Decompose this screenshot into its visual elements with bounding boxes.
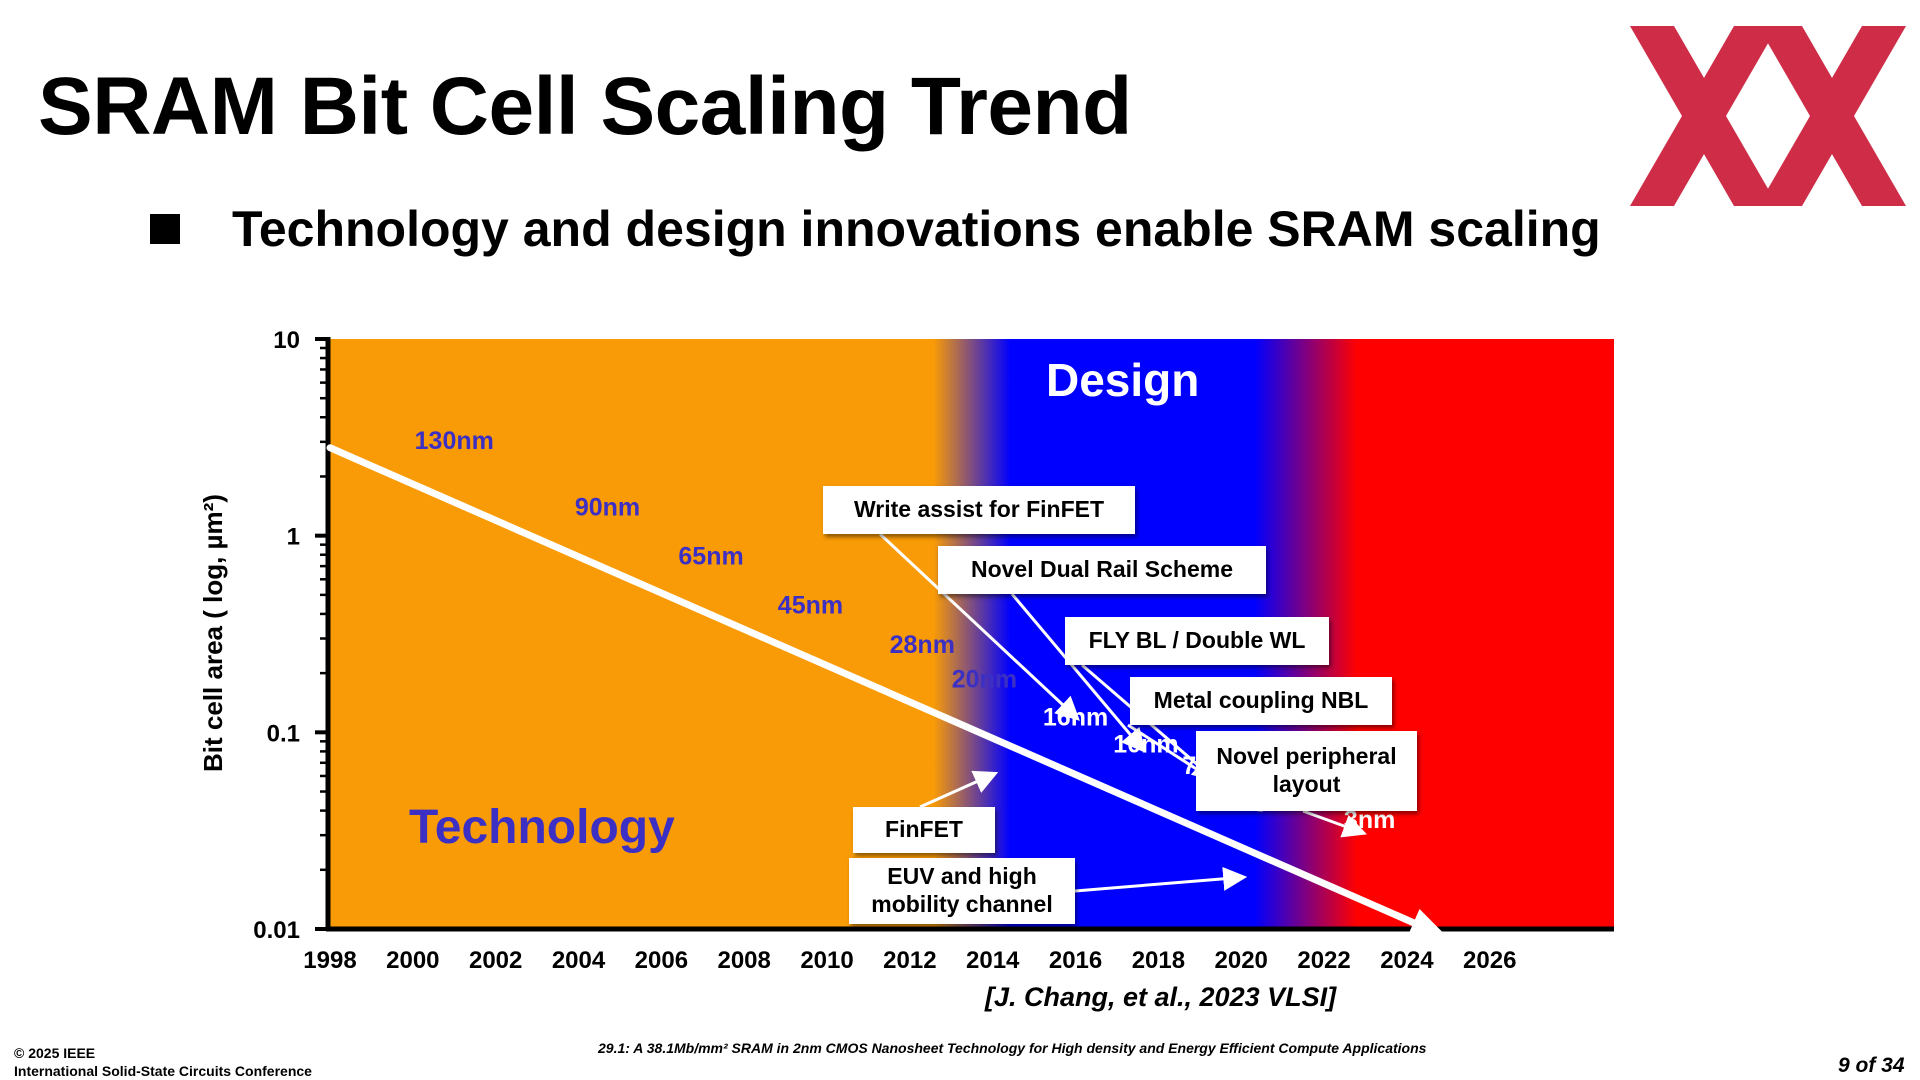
x-tick-label: 2016 (1049, 947, 1102, 974)
x-tick-label: 2026 (1463, 947, 1516, 974)
callout-text: FinFET (885, 816, 963, 842)
y-tick-label: 0.1 (267, 720, 300, 747)
node-label: 20nm (952, 665, 1017, 693)
callout-text: mobility channel (871, 891, 1052, 917)
callout-box (938, 546, 1266, 594)
x-tick-label: 2012 (883, 947, 936, 974)
bullet-square-icon (150, 214, 180, 244)
callout-text: Novel peripheral (1216, 743, 1396, 769)
callout-text: layout (1273, 771, 1341, 797)
x-tick-label: 1998 (303, 947, 356, 974)
callout-text: Write assist for FinFET (854, 496, 1104, 522)
footer-copyright: © 2025 IEEE (14, 1045, 96, 1061)
callout: FinFET (853, 770, 999, 853)
node-label: 16nm (1043, 703, 1108, 731)
slide-title: SRAM Bit Cell Scaling Trend (38, 61, 1132, 152)
callout-box (853, 807, 995, 853)
node-label: 130nm (415, 427, 494, 455)
conference-logo-icon (1630, 26, 1906, 206)
callout-box (1130, 677, 1392, 725)
x-tick-label: 2004 (552, 947, 606, 974)
callout-box (1065, 617, 1329, 665)
callout-arrow (1074, 866, 1248, 893)
callout-arrow (1302, 809, 1367, 838)
x-axis-ticks: 1998 2000 2002 2004 2006 2008 2010 2012 2014 2016… (303, 947, 1516, 974)
x-tick-label: 2008 (717, 947, 770, 974)
callout: Novel Dual Rail Scheme (938, 546, 1266, 753)
x-tick-label: 2010 (800, 947, 853, 974)
callout-arrow (878, 532, 1080, 721)
x-tick-label: 2024 (1380, 947, 1434, 974)
x-tick-label: 2014 (966, 947, 1020, 974)
y-tick-label: 10 (273, 327, 300, 354)
callout-text: EUV and high (887, 863, 1037, 889)
x-tick-label: 2006 (635, 947, 688, 974)
callout-text: Metal coupling NBL (1154, 687, 1369, 713)
node-label: 10nm (1113, 730, 1178, 758)
y-tick-label: 0.01 (253, 917, 300, 944)
citation: [J. Chang, et al., 2023 VLSI] (985, 982, 1337, 1012)
bullet-point: Technology and design innovations enable… (150, 204, 1601, 254)
region-label-design: Design (1046, 354, 1199, 406)
x-tick-label: 2018 (1132, 947, 1185, 974)
callout-arrow (919, 770, 999, 809)
node-label: 28nm (890, 631, 955, 659)
callout-box (849, 858, 1075, 924)
trend-arrowhead (1407, 909, 1449, 938)
callout-arrow (1010, 593, 1146, 753)
bullet-text: Technology and design innovations enable… (232, 201, 1601, 257)
node-label: 90nm (575, 494, 640, 522)
x-tick-label: 2020 (1215, 947, 1268, 974)
y-tick-label: 1 (287, 524, 300, 551)
footer-left: © 2025 IEEE International Solid-State Ci… (14, 1044, 312, 1080)
node-label: 45nm (778, 591, 843, 619)
callout-box (823, 486, 1135, 534)
page-number: 9 of 34 (1838, 1054, 1905, 1077)
footer-conference: International Solid-State Circuits Confe… (14, 1063, 312, 1079)
y-axis-ticks: 0.01 0.1 1 10 (253, 327, 330, 944)
callout: Write assist for FinFET (823, 486, 1135, 721)
callout-box (1196, 731, 1417, 811)
callout: FLY BL / Double WL (1065, 617, 1329, 782)
trend-line (326, 444, 1418, 927)
footer-paper-title: 29.1: A 38.1Mb/mm² SRAM in 2nm CMOS Nano… (598, 1040, 1427, 1056)
x-tick-label: 2000 (386, 947, 439, 974)
region-label-technology: Technology (409, 801, 675, 854)
callout-text: FLY BL / Double WL (1089, 627, 1306, 653)
y-axis-label: Bit cell area ( log, µm²) (198, 494, 228, 772)
node-label: 65nm (678, 542, 743, 570)
callout-text: Novel Dual Rail Scheme (971, 556, 1233, 582)
x-tick-label: 2002 (469, 947, 522, 974)
x-tick-label: 2022 (1297, 947, 1350, 974)
annotations: Write assist for FinFET Novel Dual Rail S… (823, 486, 1417, 924)
